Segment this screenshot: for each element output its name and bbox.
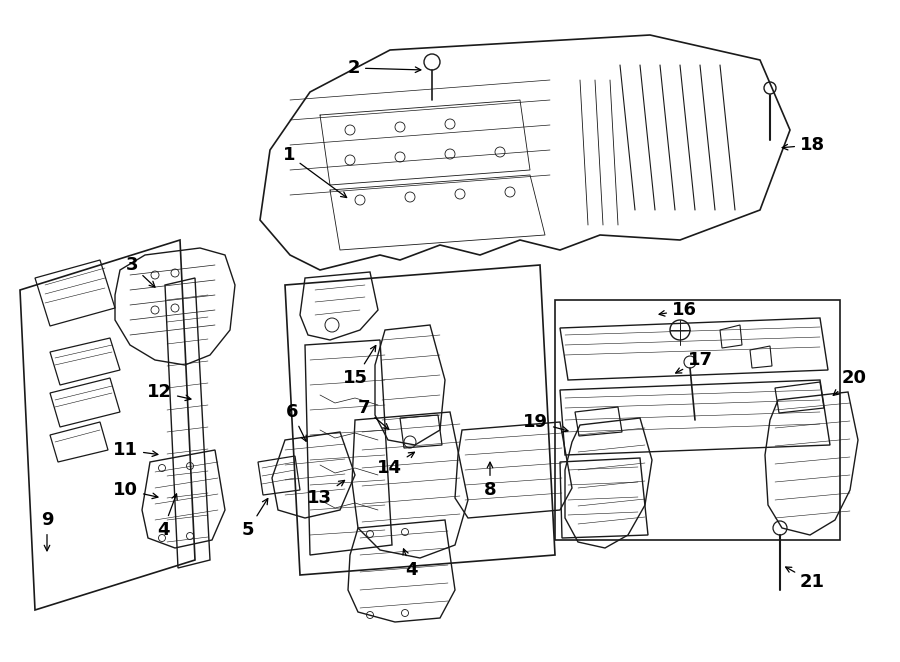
Text: 1: 1 <box>283 146 346 197</box>
Text: 9: 9 <box>40 511 53 551</box>
Text: 7: 7 <box>357 399 389 429</box>
Text: 15: 15 <box>343 346 376 387</box>
Text: 19: 19 <box>523 413 568 432</box>
Text: 2: 2 <box>347 59 421 77</box>
Text: 21: 21 <box>786 567 825 591</box>
Text: 5: 5 <box>242 498 268 539</box>
Text: 10: 10 <box>113 481 158 499</box>
Text: 18: 18 <box>782 136 825 154</box>
Text: 13: 13 <box>307 481 345 507</box>
Text: 20: 20 <box>833 369 867 395</box>
Text: 14: 14 <box>377 452 415 477</box>
Text: 3: 3 <box>125 256 155 287</box>
Text: 11: 11 <box>113 441 158 459</box>
Text: 12: 12 <box>147 383 191 401</box>
Text: 6: 6 <box>285 403 306 442</box>
Text: 17: 17 <box>676 351 713 373</box>
Text: 8: 8 <box>483 462 496 499</box>
Text: 16: 16 <box>659 301 697 319</box>
Text: 4: 4 <box>403 549 418 579</box>
Text: 4: 4 <box>157 494 177 539</box>
